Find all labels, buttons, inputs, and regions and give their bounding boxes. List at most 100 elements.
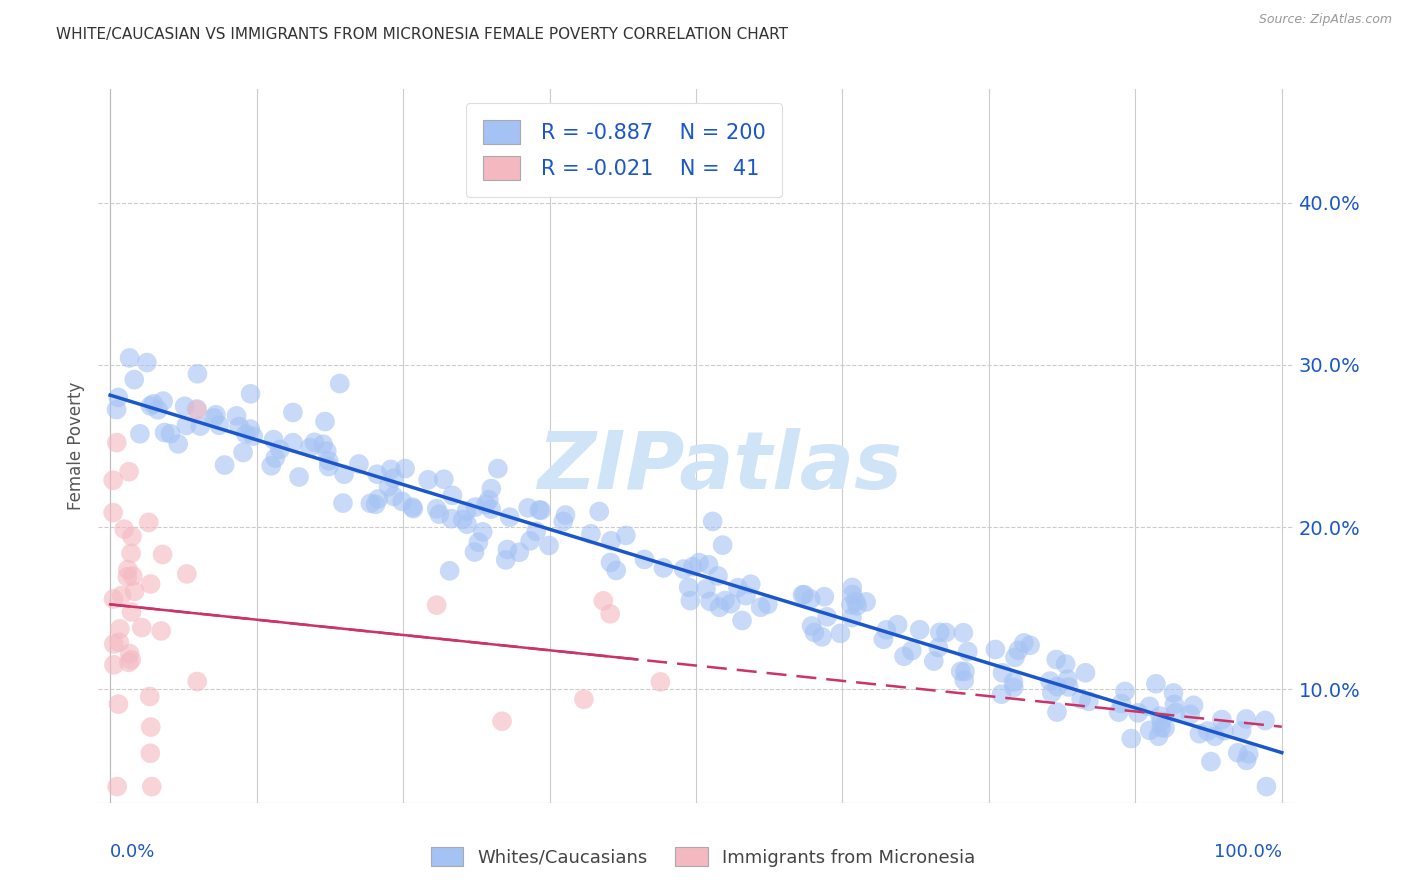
Point bbox=[186, 367, 208, 381]
Point bbox=[530, 503, 553, 517]
Point bbox=[1077, 694, 1099, 708]
Point bbox=[1188, 727, 1211, 741]
Point bbox=[1004, 650, 1026, 665]
Point bbox=[1144, 677, 1167, 691]
Point bbox=[1039, 674, 1062, 689]
Point bbox=[288, 470, 311, 484]
Point bbox=[841, 581, 863, 595]
Point bbox=[202, 410, 225, 425]
Legend: Whites/Caucasians, Immigrants from Micronesia: Whites/Caucasians, Immigrants from Micro… bbox=[423, 840, 983, 874]
Point bbox=[264, 451, 287, 466]
Point bbox=[949, 665, 972, 679]
Point bbox=[592, 594, 614, 608]
Point bbox=[120, 546, 142, 560]
Point bbox=[1057, 680, 1080, 694]
Point bbox=[110, 589, 132, 603]
Point bbox=[142, 397, 165, 411]
Point bbox=[1163, 698, 1185, 712]
Point bbox=[112, 522, 135, 536]
Point bbox=[1108, 705, 1130, 719]
Text: ZIPatlas: ZIPatlas bbox=[537, 428, 903, 507]
Point bbox=[118, 647, 141, 661]
Point bbox=[553, 515, 575, 529]
Point bbox=[214, 458, 236, 472]
Point bbox=[579, 526, 602, 541]
Text: 0.0%: 0.0% bbox=[110, 843, 156, 862]
Point bbox=[129, 426, 152, 441]
Point bbox=[260, 458, 283, 473]
Point bbox=[479, 502, 502, 516]
Point bbox=[1007, 643, 1029, 657]
Point bbox=[117, 563, 139, 577]
Point bbox=[136, 355, 159, 369]
Point bbox=[1040, 686, 1063, 700]
Point bbox=[139, 746, 162, 760]
Point bbox=[478, 492, 501, 507]
Point bbox=[439, 564, 461, 578]
Point bbox=[830, 626, 852, 640]
Point bbox=[537, 538, 560, 552]
Point bbox=[367, 491, 389, 506]
Point bbox=[845, 594, 868, 608]
Point bbox=[1154, 721, 1177, 735]
Point bbox=[146, 402, 169, 417]
Point bbox=[1237, 747, 1260, 761]
Point bbox=[232, 445, 254, 459]
Point bbox=[1256, 780, 1278, 794]
Point bbox=[1114, 684, 1136, 698]
Point bbox=[382, 489, 405, 503]
Point bbox=[793, 588, 815, 602]
Point bbox=[813, 590, 835, 604]
Point bbox=[139, 577, 162, 591]
Point bbox=[281, 435, 304, 450]
Point bbox=[382, 471, 405, 485]
Point bbox=[499, 510, 522, 524]
Point bbox=[377, 480, 399, 494]
Point bbox=[605, 563, 627, 577]
Point bbox=[440, 512, 463, 526]
Point bbox=[416, 473, 439, 487]
Point bbox=[107, 391, 129, 405]
Point bbox=[908, 623, 931, 637]
Point bbox=[650, 674, 672, 689]
Point bbox=[875, 623, 897, 637]
Point bbox=[702, 515, 724, 529]
Point bbox=[1230, 723, 1253, 738]
Point bbox=[508, 545, 530, 559]
Point bbox=[1046, 680, 1069, 694]
Point bbox=[1182, 698, 1205, 713]
Y-axis label: Female Poverty: Female Poverty bbox=[66, 382, 84, 510]
Point bbox=[893, 649, 915, 664]
Point bbox=[1070, 692, 1092, 706]
Point bbox=[1056, 673, 1078, 687]
Point bbox=[188, 419, 211, 434]
Point bbox=[599, 607, 621, 621]
Point bbox=[315, 444, 337, 458]
Point bbox=[186, 403, 208, 417]
Point bbox=[139, 399, 162, 413]
Point bbox=[464, 500, 486, 514]
Point bbox=[803, 625, 825, 640]
Point bbox=[426, 501, 449, 516]
Point bbox=[176, 566, 198, 581]
Point bbox=[839, 598, 862, 612]
Point bbox=[332, 496, 354, 510]
Point bbox=[886, 617, 908, 632]
Point bbox=[314, 415, 336, 429]
Point bbox=[529, 503, 551, 517]
Point bbox=[131, 621, 153, 635]
Point bbox=[105, 435, 128, 450]
Point bbox=[159, 426, 181, 441]
Point bbox=[699, 594, 721, 608]
Point bbox=[329, 376, 352, 391]
Point bbox=[953, 665, 976, 679]
Point bbox=[1226, 746, 1249, 760]
Point bbox=[599, 556, 621, 570]
Point bbox=[456, 504, 478, 518]
Point bbox=[121, 529, 143, 543]
Point bbox=[792, 588, 814, 602]
Point bbox=[441, 488, 464, 502]
Point bbox=[118, 656, 141, 670]
Point bbox=[588, 504, 610, 518]
Point bbox=[572, 692, 595, 706]
